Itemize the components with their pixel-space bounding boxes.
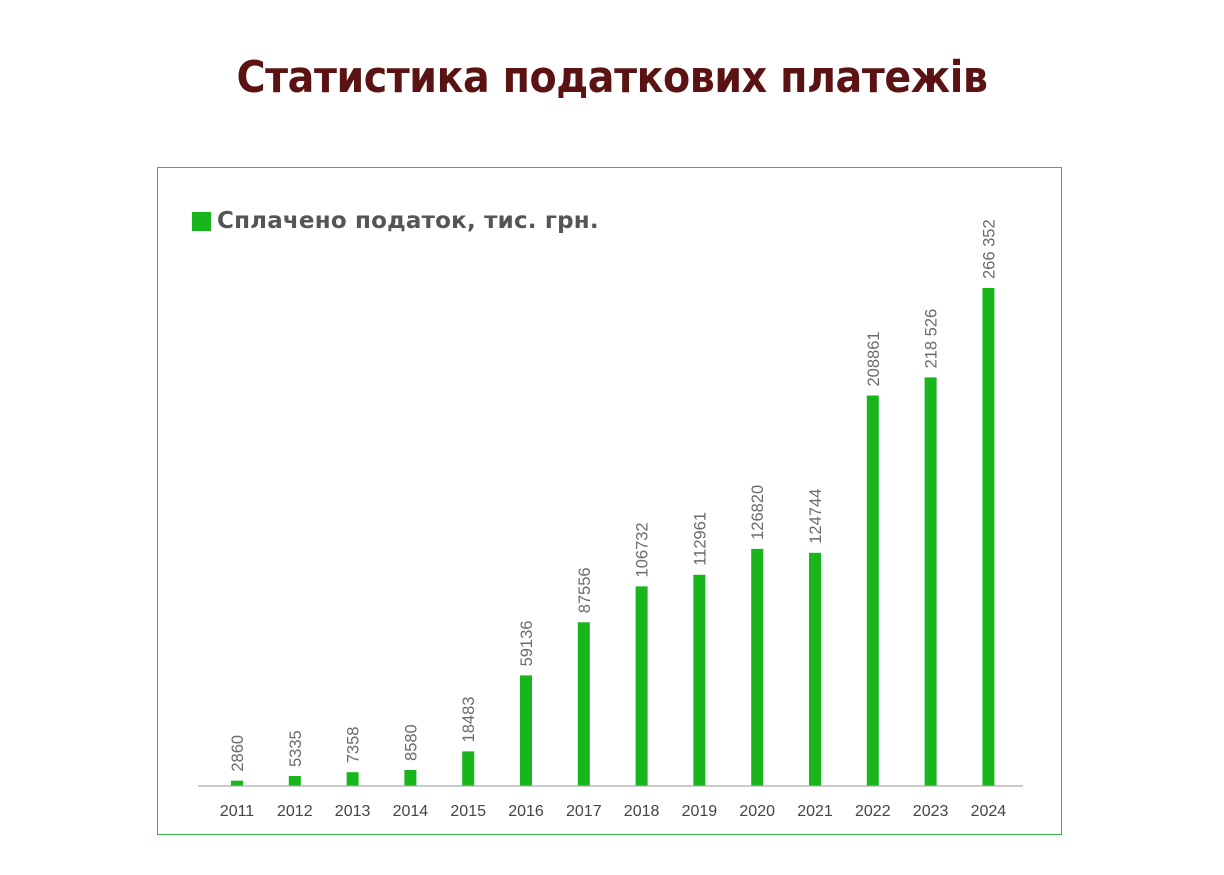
x-tick-label-2012: 2012 (277, 803, 313, 820)
legend-swatch (192, 211, 211, 231)
x-tick-label-2014: 2014 (393, 803, 429, 820)
x-tick-label-2023: 2023 (913, 803, 949, 820)
data-label-2014: 8580 (402, 724, 420, 761)
data-label-2019: 112961 (691, 512, 709, 566)
x-tick-label-2016: 2016 (508, 803, 544, 820)
chart-legend: Сплачено податок, тис. грн. (192, 203, 599, 239)
bar-2014 (404, 770, 417, 786)
bars-layer (231, 288, 995, 786)
x-tick-label-2011: 2011 (220, 803, 255, 820)
x-tick-label-2020: 2020 (739, 803, 775, 820)
x-tick-label-2018: 2018 (624, 803, 660, 820)
x-tick-label-2022: 2022 (855, 803, 891, 820)
legend-label: Сплачено податок, тис. грн. (217, 208, 599, 234)
bar-2020 (751, 548, 764, 786)
bar-2018 (635, 586, 648, 786)
data-label-2011: 2860 (229, 735, 247, 772)
data-label-2020: 126820 (749, 485, 767, 540)
x-tick-label-2019: 2019 (682, 803, 718, 820)
page-title: Статистика податкових платежів (236, 52, 988, 103)
x-tick-labels-layer: 2011 2012 2013 2014 2015 2016 2017 2018 2019 2020… (220, 803, 1007, 820)
x-tick-label-2021: 2021 (797, 803, 833, 820)
bar-2017 (577, 622, 590, 786)
x-tick-label-2017: 2017 (566, 803, 602, 820)
bar-2016 (520, 675, 532, 786)
data-label-2018: 106732 (634, 522, 652, 577)
bar-2015 (462, 751, 475, 786)
bar-2011 (231, 780, 243, 786)
data-labels-layer: 2860 5335 7358 8580 18483 59136 87556 106732 112… (229, 219, 998, 771)
bar-2019 (693, 574, 706, 786)
data-label-2023: 218 526 (923, 309, 941, 369)
bar-2021 (809, 552, 821, 786)
bar-2023 (924, 377, 937, 786)
data-label-2015: 18483 (460, 697, 478, 743)
x-tick-label-2013: 2013 (335, 803, 371, 820)
data-label-2013: 7358 (345, 727, 363, 764)
data-label-2012: 5335 (287, 730, 305, 767)
data-label-2021: 124744 (807, 489, 825, 544)
x-tick-label-2024: 2024 (971, 803, 1007, 820)
data-label-2016: 59136 (518, 621, 536, 667)
chart-frame (157, 167, 1062, 835)
data-label-2024: 266 352 (980, 219, 998, 279)
data-label-2017: 87556 (576, 567, 594, 613)
bar-2013 (346, 772, 359, 786)
x-tick-label-2015: 2015 (450, 803, 486, 820)
data-label-2022: 208861 (865, 331, 883, 386)
bar-2012 (288, 776, 301, 786)
bar-2024 (982, 288, 995, 786)
bar-2022 (866, 395, 879, 786)
